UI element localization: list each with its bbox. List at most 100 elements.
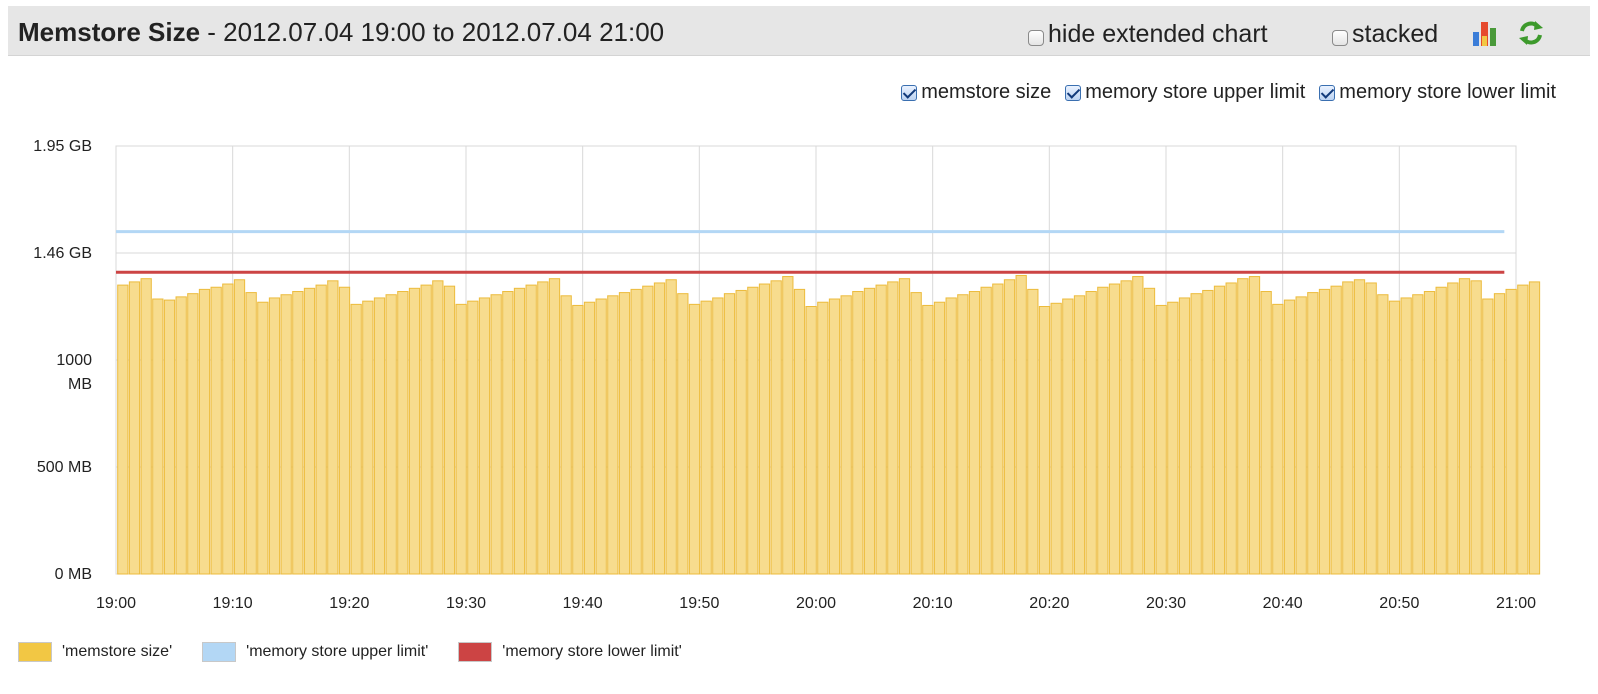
memstore-bar	[315, 284, 327, 575]
memstore-bar	[980, 286, 992, 575]
memstore-bar	[1167, 301, 1179, 575]
memstore-bar	[735, 289, 747, 575]
toggle-memory-store-upper-limit[interactable]: memory store upper limit	[1065, 81, 1305, 104]
memstore-bar	[467, 300, 479, 575]
memstore-bar	[1505, 288, 1517, 575]
hide-extended-chart-label: hide extended chart	[1048, 20, 1268, 48]
memstore-bar	[140, 278, 152, 575]
memstore-bar	[455, 303, 467, 575]
memstore-bar	[1120, 280, 1132, 575]
memstore-bar	[268, 297, 281, 575]
memstore-bar	[910, 292, 922, 575]
memstore-bar	[432, 280, 444, 575]
x-tick-label: 19:40	[563, 595, 603, 612]
memstore-bar	[852, 291, 864, 575]
memstore-bar	[1517, 284, 1529, 575]
x-tick-label: 19:50	[679, 595, 719, 612]
memstore-bar	[338, 286, 351, 575]
legend-item-memstore-size[interactable]: 'memstore size'	[18, 642, 172, 662]
memstore-bar	[292, 291, 304, 575]
title-metric-name: Memstore Size	[18, 17, 201, 47]
memstore-bar	[1190, 293, 1202, 575]
memstore-bar	[490, 294, 502, 575]
memstore-bar	[1342, 281, 1354, 575]
x-tick-label: 19:20	[329, 595, 369, 612]
memstore-bar	[525, 284, 537, 575]
memstore-bar	[840, 295, 852, 575]
memstore-bar	[128, 281, 141, 575]
memstore-bar	[210, 286, 222, 575]
refresh-icon[interactable]	[1516, 18, 1546, 48]
memstore-bar	[1085, 291, 1097, 575]
hide-extended-chart-checkbox[interactable]	[1028, 29, 1044, 46]
toggle-label: memory store lower limit	[1339, 81, 1556, 103]
chart-header: Memstore Size - 2012.07.04 19:00 to 2012…	[8, 6, 1590, 56]
stacked-label: stacked	[1352, 20, 1439, 48]
memstore-bar	[397, 291, 409, 575]
y-tick-label: 500 MB	[37, 459, 92, 476]
memstore-bar	[875, 284, 887, 575]
memstore-bar	[1202, 289, 1214, 575]
page-title: Memstore Size - 2012.07.04 19:00 to 2012…	[18, 17, 664, 48]
legend-swatch	[18, 642, 52, 662]
memstore-bar	[327, 280, 339, 575]
hide-extended-chart-option[interactable]: hide extended chart	[1028, 20, 1268, 49]
toggle-memory-store-lower-limit[interactable]: memory store lower limit	[1319, 81, 1556, 104]
memstore-bar	[700, 300, 712, 575]
memstore-size-checkbox[interactable]	[901, 84, 918, 101]
memstore-bar	[1178, 297, 1191, 575]
memstore-bar	[1365, 282, 1377, 575]
memstore-bar	[1213, 285, 1226, 575]
toggle-label: memstore size	[921, 81, 1052, 103]
memstore-bar	[303, 287, 316, 575]
memstore-bar	[828, 298, 841, 575]
memstore-bar	[1038, 306, 1051, 575]
memstore-bar	[817, 301, 829, 575]
memstore-bar	[770, 280, 782, 575]
legend-swatch	[202, 642, 237, 662]
memstore-bar	[1260, 291, 1272, 575]
memstore-bar	[1412, 294, 1424, 575]
memstore-bar	[1143, 287, 1156, 575]
memstore-bar	[642, 285, 654, 575]
x-tick-label: 20:10	[913, 595, 953, 612]
memstore-bar	[187, 293, 199, 575]
memstore-bar	[163, 299, 176, 575]
memstore-bar	[1050, 302, 1062, 575]
memstore-bar	[198, 288, 211, 575]
lower-limit-checkbox[interactable]	[1319, 84, 1336, 101]
memstore-bar	[385, 294, 397, 575]
memstore-bar	[1108, 283, 1121, 575]
memstore-bar	[630, 288, 642, 575]
memstore-bar	[1528, 281, 1541, 575]
legend-label: 'memory store lower limit'	[502, 643, 682, 660]
memstore-bar	[362, 300, 374, 575]
memstore-bar	[1283, 299, 1296, 575]
memstore-bar	[560, 295, 572, 575]
memstore-bar	[1435, 286, 1447, 575]
memstore-bar	[420, 284, 432, 575]
x-tick-label: 20:30	[1146, 595, 1186, 612]
x-tick-label: 20:50	[1379, 595, 1419, 612]
bar-chart-icon[interactable]	[1470, 18, 1500, 48]
memstore-bar	[257, 301, 269, 575]
x-tick-label: 20:00	[796, 595, 836, 612]
y-tick-label: MB	[68, 376, 92, 393]
memstore-bar	[443, 285, 456, 575]
stacked-option[interactable]: stacked	[1332, 20, 1438, 49]
memstore-bar	[922, 304, 934, 575]
legend-item-upper-limit[interactable]: 'memory store upper limit'	[202, 642, 428, 662]
legend-label: 'memory store upper limit'	[246, 643, 429, 660]
memstore-bar	[502, 291, 514, 575]
toggle-memstore-size[interactable]: memstore size	[901, 81, 1051, 104]
memstore-bar	[1493, 293, 1506, 575]
memstore-bar	[1295, 296, 1307, 575]
memstore-bar	[758, 283, 771, 575]
memstore-bar	[793, 288, 806, 575]
y-tick-label: 1000	[56, 352, 92, 369]
memstore-bar	[933, 301, 946, 575]
upper-limit-checkbox[interactable]	[1065, 84, 1082, 101]
legend-item-lower-limit[interactable]: 'memory store lower limit'	[458, 642, 682, 662]
stacked-checkbox[interactable]	[1332, 29, 1348, 46]
memstore-bar	[1353, 279, 1366, 575]
